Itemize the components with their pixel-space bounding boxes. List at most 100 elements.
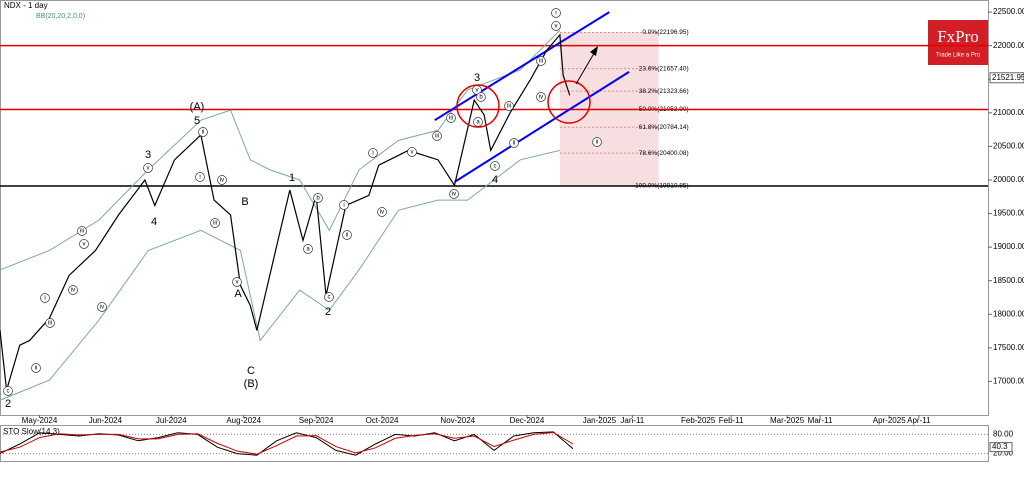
wave-circle [592,137,602,147]
y-tick-label: 19500.00 [993,209,1024,218]
wave-label: ii [596,140,599,146]
wave-circle [504,101,514,111]
wave-circle [198,127,208,137]
wave-label: i [199,175,200,181]
wave-label: 1 [289,172,295,184]
wave-circle [303,244,313,254]
x-tick-label: Mar-11 [808,416,833,425]
wave-label: ii [35,366,38,372]
y-tick-label: 21000.00 [993,108,1024,117]
wave-circle [509,138,519,148]
wave-label: i [372,151,373,157]
highlight-circle [456,84,500,128]
wave-circle [77,226,87,236]
wave-label: B [241,196,248,208]
wave-label: (B) [244,378,259,390]
wave-label: ii [202,130,205,136]
wave-circle [40,293,50,303]
wave-label: b [316,196,320,202]
logo-box [928,20,988,65]
x-tick-label: Aug-2024 [226,416,261,425]
wave-label: i [44,296,45,302]
y-tick-label: 20500.00 [993,142,1024,151]
wave-label: A [234,288,242,300]
wave-label: ii [346,233,349,239]
last-price-box [989,72,1024,84]
x-tick-label: Jan-11 [620,416,644,425]
wave-circle [31,363,41,373]
wave-label: c [328,295,331,301]
x-tick-label: Jan-2025 [583,416,617,425]
wave-label: 3 [145,149,151,161]
x-tick-label: Mar-2025 [770,416,805,425]
stoch-last-box [989,442,1013,453]
wave-circle [3,386,13,396]
wave-circle [476,92,486,102]
wave-label: a [476,120,480,126]
wave-label: C [247,365,255,377]
stoch-title: STO Slow(14,3) [3,427,60,436]
wave-circle [536,56,546,66]
x-tick-label: Feb-11 [719,416,744,425]
wave-circle [432,131,442,141]
wave-label: 4 [492,174,498,186]
y-tick-label: 17000.00 [993,377,1024,386]
wave-label: iii [80,229,84,235]
wave-label: v [476,88,479,94]
wave-label: v [236,280,239,286]
last-price-label: 21521.95 [992,73,1024,82]
wave-circle [313,193,323,203]
wave-circle [407,147,417,157]
wave-label: v [83,242,86,248]
x-tick-label: Apr-11 [907,416,931,425]
wave-label: i [555,11,556,17]
stoch-last-label: 40.3 [992,442,1008,451]
wave-circle [68,285,78,295]
wave-label: 2 [325,306,331,318]
wave-circle [446,113,456,123]
bollinger-band [0,149,560,401]
wave-label: iv [71,288,75,294]
wave-label: iv [220,178,224,184]
wave-label: iv [452,192,456,198]
y-tick-label: 19000.00 [993,242,1024,251]
wave-circle [97,302,107,312]
wave-circle [195,172,205,182]
wave-circle [551,8,561,18]
channel-line [434,11,610,122]
wave-circle [490,161,500,171]
wave-circle [473,117,483,127]
x-tick-label: Oct-2024 [366,416,399,425]
plot-frame [0,0,989,416]
wave-label: (A) [190,101,205,113]
fib-label: 61.8%(20784.14) [639,124,689,131]
fib-label: 38.2%(21323.66) [639,88,689,95]
y-tick-label: 22500.00 [993,7,1024,16]
fib-label: 0.0%(22196.95) [642,29,688,36]
wave-label: b [479,95,483,101]
wave-label: v [555,24,558,30]
wave-circle [377,207,387,217]
wave-label: iii [449,116,453,122]
chart-title: NDX - 1 day [4,1,48,10]
x-tick-label: May-2024 [22,416,58,425]
y-tick-label: 17500.00 [993,343,1024,352]
wave-circle [368,148,378,158]
wave-label: iii [507,104,511,110]
wave-label: a [306,247,310,253]
wave-label: iv [380,210,384,216]
wave-label: iv [100,305,104,311]
wave-circle [45,318,55,328]
wave-label: c [7,389,10,395]
wave-circle [342,230,352,240]
wave-circle [232,277,242,287]
wave-circle [339,200,349,210]
y-tick-label: 18000.00 [993,309,1024,318]
price-line [0,33,571,391]
wave-circle [79,239,89,249]
wave-label: c [494,164,497,170]
wave-circle [143,163,153,173]
wave-label: iii [213,221,217,227]
